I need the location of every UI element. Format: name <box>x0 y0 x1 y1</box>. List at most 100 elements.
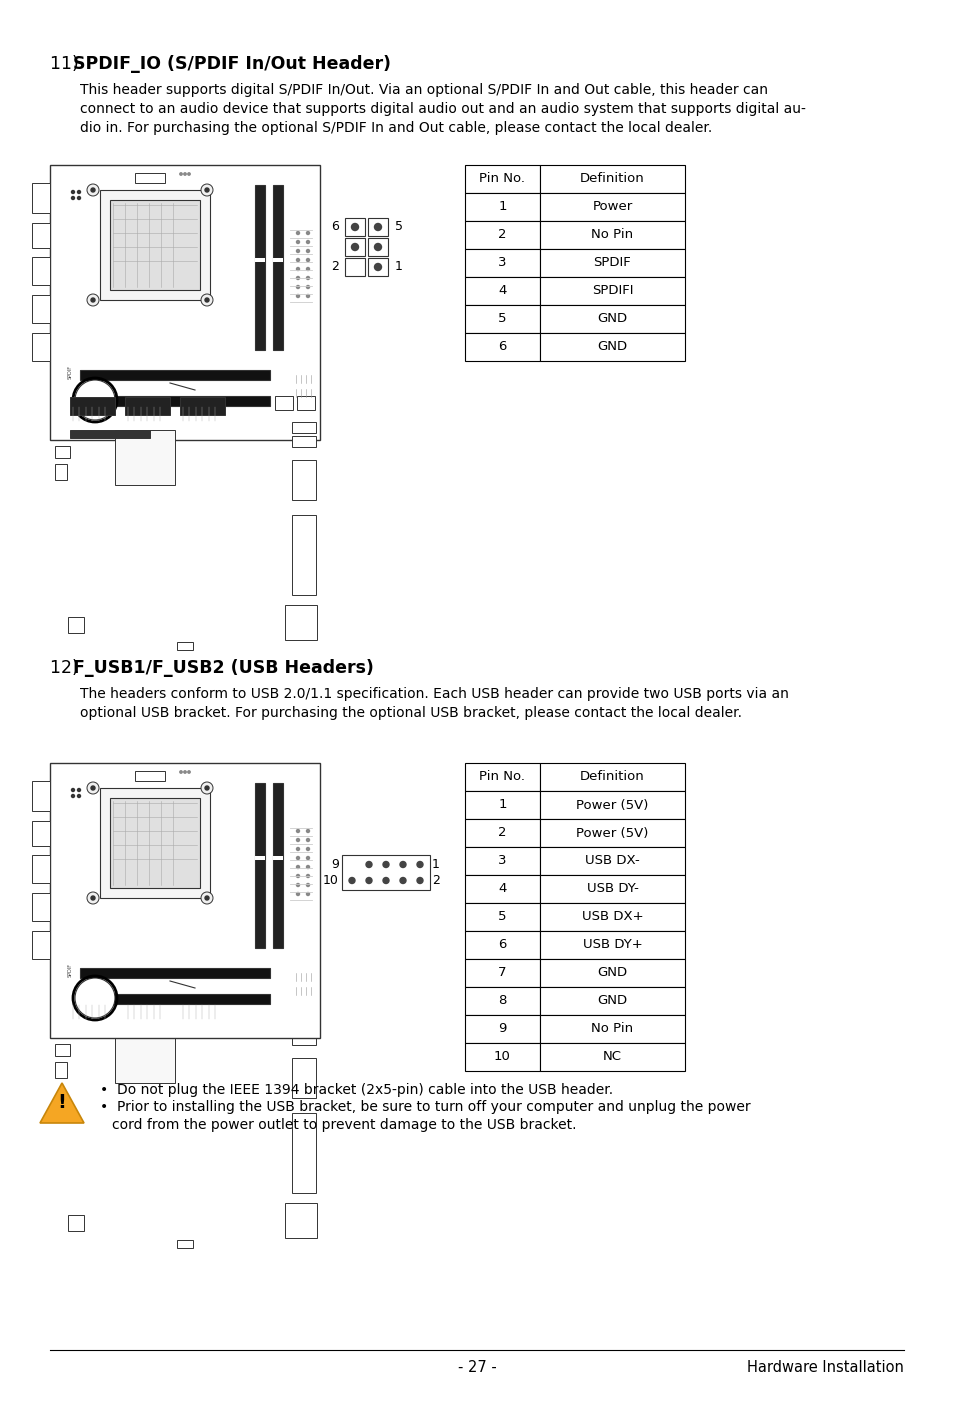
Circle shape <box>179 173 182 176</box>
Text: Power (5V): Power (5V) <box>576 798 648 811</box>
Circle shape <box>87 892 99 905</box>
Bar <box>292 459 315 501</box>
Bar <box>273 783 283 949</box>
Bar <box>539 763 684 791</box>
Circle shape <box>306 848 309 851</box>
Circle shape <box>306 883 309 886</box>
Circle shape <box>382 878 389 883</box>
Bar <box>296 396 314 410</box>
Circle shape <box>205 786 209 790</box>
Bar <box>100 190 210 301</box>
Bar <box>125 397 170 415</box>
Bar <box>50 164 319 440</box>
Bar <box>296 994 314 1008</box>
Circle shape <box>296 231 299 234</box>
Text: 5: 5 <box>497 910 506 923</box>
Text: 2: 2 <box>497 827 506 839</box>
Text: 12): 12) <box>50 659 84 676</box>
Circle shape <box>77 190 80 193</box>
Bar <box>464 193 539 221</box>
Circle shape <box>416 862 422 868</box>
Text: 6: 6 <box>331 221 338 234</box>
Circle shape <box>375 244 381 251</box>
Bar <box>464 763 539 791</box>
Bar <box>32 781 50 811</box>
Text: •  Do not plug the IEEE 1394 bracket (2x5-pin) cable into the USB header.: • Do not plug the IEEE 1394 bracket (2x5… <box>100 1083 613 1098</box>
Bar <box>254 856 265 859</box>
Circle shape <box>306 285 309 288</box>
Bar <box>539 820 684 847</box>
Text: Power: Power <box>592 200 632 214</box>
Bar <box>292 423 315 432</box>
Bar <box>110 200 200 291</box>
Circle shape <box>71 794 74 797</box>
Circle shape <box>296 268 299 271</box>
Bar <box>68 1215 84 1231</box>
Circle shape <box>296 830 299 832</box>
Bar <box>464 1015 539 1044</box>
Text: dio in. For purchasing the optional S/PDIF In and Out cable, please contact the : dio in. For purchasing the optional S/PD… <box>80 121 712 135</box>
Circle shape <box>91 896 95 900</box>
Circle shape <box>375 264 381 271</box>
Circle shape <box>296 258 299 261</box>
Bar <box>290 611 297 620</box>
Text: 9: 9 <box>331 858 338 871</box>
Bar <box>274 396 293 410</box>
Text: Power (5V): Power (5V) <box>576 827 648 839</box>
Text: 1: 1 <box>395 261 402 274</box>
Bar <box>539 277 684 305</box>
Text: USB DY+: USB DY+ <box>582 939 641 951</box>
Bar <box>464 987 539 1015</box>
Circle shape <box>306 856 309 859</box>
Text: 3: 3 <box>497 855 506 868</box>
Circle shape <box>296 856 299 859</box>
Bar <box>80 370 270 380</box>
Text: NC: NC <box>602 1051 621 1064</box>
Circle shape <box>179 771 182 773</box>
Circle shape <box>77 788 80 791</box>
Circle shape <box>296 892 299 896</box>
Circle shape <box>399 878 406 883</box>
Circle shape <box>205 298 209 302</box>
Bar <box>290 1222 297 1231</box>
Bar <box>539 1015 684 1044</box>
Bar <box>80 994 270 1004</box>
Circle shape <box>375 224 381 231</box>
Bar <box>125 995 170 1012</box>
Bar <box>539 791 684 820</box>
Bar <box>464 164 539 193</box>
Bar <box>464 903 539 932</box>
Text: 11): 11) <box>50 55 84 72</box>
Bar <box>180 397 225 415</box>
Bar <box>539 1044 684 1071</box>
Bar <box>135 771 165 781</box>
Text: - 27 -: - 27 - <box>457 1360 496 1375</box>
Bar <box>32 223 50 248</box>
Bar <box>32 257 50 285</box>
Circle shape <box>87 184 99 196</box>
Bar <box>55 1044 70 1056</box>
Circle shape <box>306 892 309 896</box>
Bar <box>70 397 115 415</box>
Circle shape <box>296 883 299 886</box>
Bar <box>539 903 684 932</box>
Text: 2: 2 <box>432 873 439 888</box>
Circle shape <box>306 277 309 279</box>
Bar <box>70 430 150 438</box>
Circle shape <box>306 838 309 841</box>
Polygon shape <box>40 1083 84 1123</box>
Bar <box>464 250 539 277</box>
Text: GND: GND <box>597 967 627 980</box>
Bar <box>254 783 265 949</box>
Bar <box>285 1202 316 1238</box>
Circle shape <box>306 258 309 261</box>
Bar <box>539 305 684 333</box>
Circle shape <box>71 190 74 193</box>
Circle shape <box>382 862 389 868</box>
Bar <box>32 855 50 883</box>
Circle shape <box>296 295 299 298</box>
Bar <box>32 295 50 323</box>
Text: Pin No.: Pin No. <box>479 770 525 784</box>
Circle shape <box>306 268 309 271</box>
Circle shape <box>201 781 213 794</box>
